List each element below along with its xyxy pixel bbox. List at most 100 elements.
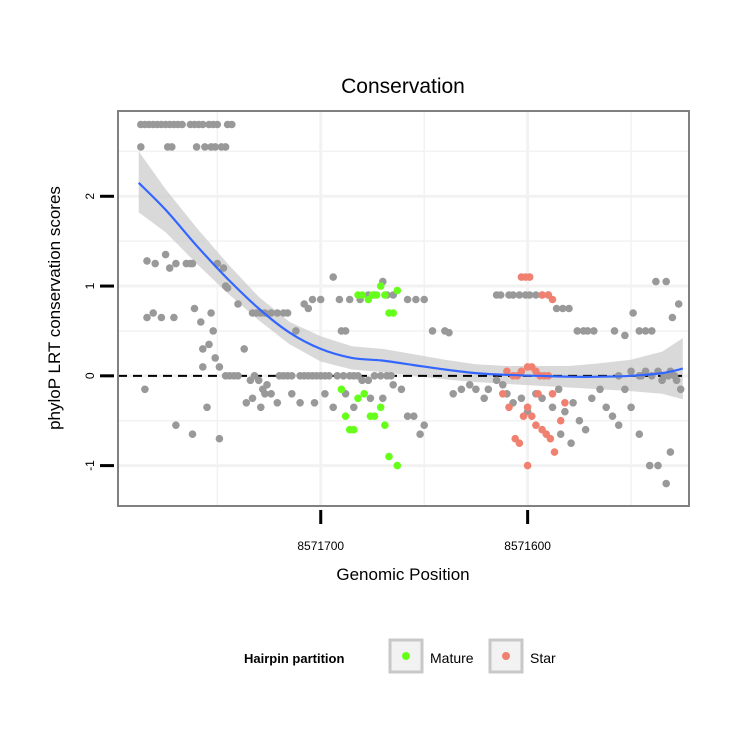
point-unpartitioned bbox=[308, 295, 317, 304]
point-unpartitioned bbox=[137, 143, 145, 151]
point-mature bbox=[372, 291, 381, 299]
point-unpartitioned bbox=[397, 385, 406, 394]
point-unpartitioned bbox=[509, 291, 517, 299]
point-unpartitioned bbox=[211, 354, 219, 362]
point-mature bbox=[354, 394, 362, 403]
point-unpartitioned bbox=[240, 345, 248, 353]
point-unpartitioned bbox=[676, 385, 685, 394]
point-unpartitioned bbox=[141, 385, 149, 394]
point-unpartitioned bbox=[389, 381, 398, 389]
point-unpartitioned bbox=[199, 120, 207, 129]
point-unpartitioned bbox=[627, 367, 635, 376]
point-mature bbox=[358, 291, 366, 299]
point-unpartitioned bbox=[257, 403, 265, 412]
point-unpartitioned bbox=[465, 381, 474, 389]
point-unpartitioned bbox=[588, 394, 596, 403]
point-star bbox=[517, 367, 526, 376]
point-unpartitioned bbox=[321, 390, 329, 398]
point-unpartitioned bbox=[635, 430, 644, 439]
point-unpartitioned bbox=[370, 372, 379, 380]
point-unpartitioned bbox=[668, 313, 677, 322]
y-axis: -1 0 1 2 bbox=[83, 193, 114, 471]
point-unpartitioned bbox=[273, 309, 282, 317]
point-unpartitioned bbox=[329, 403, 338, 412]
legend-dot-star bbox=[502, 652, 510, 660]
point-unpartitioned bbox=[288, 390, 296, 398]
point-mature bbox=[389, 309, 398, 317]
point-star bbox=[548, 295, 557, 304]
point-unpartitioned bbox=[228, 120, 236, 129]
point-unpartitioned bbox=[215, 363, 224, 371]
point-unpartitioned bbox=[192, 143, 201, 151]
point-mature bbox=[393, 286, 402, 295]
point-unpartitioned bbox=[629, 309, 637, 317]
point-unpartitioned bbox=[358, 376, 366, 385]
point-unpartitioned bbox=[662, 277, 670, 286]
point-star bbox=[561, 399, 569, 407]
point-unpartitioned bbox=[561, 407, 569, 416]
point-star bbox=[556, 416, 565, 425]
point-unpartitioned bbox=[197, 318, 205, 326]
point-mature bbox=[376, 403, 385, 412]
data-points bbox=[137, 120, 685, 488]
point-unpartitioned bbox=[143, 313, 151, 322]
point-unpartitioned bbox=[254, 376, 263, 385]
x-axis: 8571700 8571600 bbox=[297, 510, 551, 553]
x-tick-label: 8571700 bbox=[297, 539, 344, 553]
point-unpartitioned bbox=[263, 381, 271, 389]
point-unpartitioned bbox=[515, 291, 524, 299]
point-star bbox=[523, 403, 532, 412]
point-unpartitioned bbox=[261, 390, 269, 398]
point-unpartitioned bbox=[345, 295, 354, 304]
point-unpartitioned bbox=[379, 394, 387, 403]
y-axis-title: phyloP LRT conservation scores bbox=[45, 186, 64, 430]
point-unpartitioned bbox=[267, 309, 275, 317]
point-unpartitioned bbox=[583, 327, 592, 335]
point-unpartitioned bbox=[635, 327, 644, 335]
point-star bbox=[499, 390, 507, 398]
legend-title: Hairpin partition bbox=[244, 651, 344, 666]
point-star bbox=[546, 434, 555, 443]
point-unpartitioned bbox=[325, 372, 333, 380]
point-unpartitioned bbox=[610, 327, 619, 335]
point-unpartitioned bbox=[190, 304, 199, 313]
point-unpartitioned bbox=[532, 291, 540, 299]
point-unpartitioned bbox=[316, 295, 325, 304]
point-unpartitioned bbox=[621, 385, 629, 394]
point-unpartitioned bbox=[211, 143, 219, 151]
point-star bbox=[538, 291, 546, 299]
legend-dot-mature bbox=[402, 652, 410, 660]
point-unpartitioned bbox=[645, 461, 654, 470]
point-unpartitioned bbox=[416, 430, 424, 439]
point-unpartitioned bbox=[496, 291, 505, 299]
point-unpartitioned bbox=[364, 376, 373, 385]
point-unpartitioned bbox=[341, 327, 350, 335]
point-mature bbox=[360, 390, 369, 398]
point-unpartitioned bbox=[221, 143, 230, 151]
legend-label-mature: Mature bbox=[430, 650, 474, 666]
point-unpartitioned bbox=[581, 425, 590, 434]
point-unpartitioned bbox=[199, 345, 207, 353]
point-unpartitioned bbox=[517, 394, 526, 403]
point-unpartitioned bbox=[654, 461, 662, 470]
smooth-confidence-ribbon bbox=[138, 151, 683, 400]
point-unpartitioned bbox=[608, 412, 617, 421]
point-unpartitioned bbox=[201, 143, 209, 151]
point-unpartitioned bbox=[267, 390, 275, 398]
point-unpartitioned bbox=[151, 259, 159, 268]
point-unpartitioned bbox=[575, 416, 584, 425]
point-unpartitioned bbox=[223, 284, 232, 292]
grid-lines bbox=[118, 111, 689, 506]
point-unpartitioned bbox=[199, 363, 207, 371]
point-unpartitioned bbox=[559, 304, 567, 313]
point-unpartitioned bbox=[627, 403, 635, 412]
legend: Hairpin partition Mature Star bbox=[244, 638, 556, 674]
point-mature bbox=[350, 425, 358, 434]
point-unpartitioned bbox=[234, 300, 242, 308]
plot-background bbox=[118, 111, 689, 506]
point-unpartitioned bbox=[662, 479, 670, 488]
point-mature bbox=[376, 282, 385, 290]
point-unpartitioned bbox=[170, 313, 178, 322]
point-mature bbox=[370, 412, 379, 421]
